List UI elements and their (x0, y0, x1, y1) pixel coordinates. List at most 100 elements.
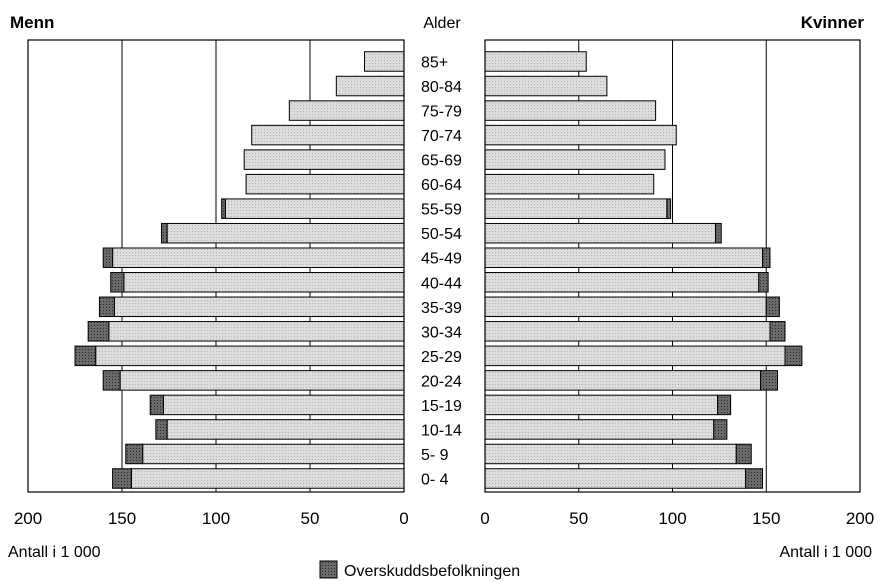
men-surplus-bar-20-24 (102, 370, 121, 391)
age-label-70-74: 70-74 (421, 128, 462, 145)
women-bar-85 (484, 51, 587, 72)
left-tick-label-50: 50 (301, 509, 320, 528)
age-label-5-9: 5- 9 (421, 447, 449, 464)
right-tick-label-200: 200 (846, 509, 874, 528)
left-tick-label-150: 150 (108, 509, 136, 528)
age-label-15-19: 15-19 (421, 398, 462, 415)
men-bar-5-9 (142, 443, 405, 465)
legend-label: Overskuddsbefolkningen (344, 563, 520, 580)
age-label-0-4: 0- 4 (421, 472, 449, 489)
legend-swatch (319, 560, 338, 579)
age-label-20-24: 20-24 (421, 373, 462, 390)
age-label-55-59: 55-59 (421, 202, 462, 219)
right-plot-frame (484, 39, 861, 493)
legend: Overskuddsbefolkningen (319, 560, 520, 580)
right-tick-label-150: 150 (752, 509, 780, 528)
right-axis-label: Antall i 1 000 (779, 544, 872, 561)
men-bars (74, 51, 405, 489)
women-bar-65-69 (484, 149, 666, 170)
men-bar-15-19 (162, 394, 405, 416)
men-bar-20-24 (119, 370, 405, 391)
women-surplus-bar-30-34 (769, 321, 786, 342)
left-tick-label-200: 200 (14, 509, 42, 528)
men-bar-10-14 (166, 419, 405, 440)
men-bar-45-49 (112, 247, 405, 268)
women-surplus-bar-15-19 (717, 394, 732, 416)
age-label-65-69: 65-69 (421, 153, 462, 170)
men-surplus-bar-10-14 (155, 419, 168, 440)
age-label-10-14: 10-14 (421, 422, 462, 439)
age-label-80-84: 80-84 (421, 79, 462, 96)
women-bar-40-44 (484, 272, 760, 293)
men-surplus-bar-15-19 (149, 394, 164, 416)
age-label-25-29: 25-29 (421, 349, 462, 366)
women-surplus-bar-10-14 (713, 419, 728, 440)
age-label-85: 85+ (421, 55, 448, 72)
women-bar-55-59 (484, 198, 668, 219)
women-bar-35-39 (484, 296, 767, 318)
men-bar-55-59 (224, 198, 405, 219)
men-surplus-bar-55-59 (221, 198, 226, 219)
men-surplus-bar-0-4 (112, 468, 132, 489)
women-surplus-bar-45-49 (762, 247, 771, 268)
left-panel-title: Menn (10, 13, 54, 32)
women-surplus-bar-55-59 (666, 198, 672, 219)
men-bar-70-74 (251, 124, 405, 146)
women-surplus-bar-25-29 (784, 345, 803, 367)
men-bar-75-79 (288, 100, 405, 121)
women-bar-25-29 (484, 345, 786, 367)
men-surplus-bar-25-29 (74, 345, 97, 367)
left-plot-frame (27, 39, 405, 493)
women-bar-20-24 (484, 370, 762, 391)
women-bar-0-4 (484, 468, 747, 489)
men-surplus-bar-5-9 (125, 443, 144, 465)
women-bars (484, 51, 803, 489)
women-bar-80-84 (484, 75, 608, 97)
age-label-40-44: 40-44 (421, 275, 462, 292)
age-label-45-49: 45-49 (421, 251, 462, 268)
right-tick-label-100: 100 (658, 509, 686, 528)
men-bar-30-34 (108, 321, 405, 342)
women-surplus-bar-5-9 (735, 443, 752, 465)
men-bar-35-39 (113, 296, 405, 318)
right-axis-ticks: 0 50 100 150 200 (480, 509, 874, 528)
age-label-75-79: 75-79 (421, 104, 462, 121)
men-bar-80-84 (335, 75, 405, 97)
women-surplus-bar-50-54 (715, 222, 722, 244)
men-bar-65-69 (243, 149, 405, 170)
women-bar-10-14 (484, 419, 715, 440)
men-bar-50-54 (166, 222, 405, 244)
men-bar-40-44 (123, 272, 405, 293)
age-group-labels: 85+ 80-84 75-79 70-74 65-69 60-64 55-59 50-54 45… (421, 55, 462, 489)
men-surplus-bar-40-44 (110, 272, 125, 293)
left-axis-label: Antall i 1 000 (8, 544, 101, 561)
men-bar-60-64 (245, 173, 405, 195)
left-axis-ticks: 200 150 100 50 0 (14, 509, 409, 528)
women-bar-30-34 (484, 321, 771, 342)
age-label-35-39: 35-39 (421, 300, 462, 317)
men-bar-85 (364, 51, 405, 72)
men-surplus-bar-35-39 (98, 296, 115, 318)
women-surplus-bar-40-44 (758, 272, 769, 293)
men-surplus-bar-50-54 (160, 222, 168, 244)
women-bar-50-54 (484, 222, 717, 244)
age-label-60-64: 60-64 (421, 177, 462, 194)
men-bar-0-4 (130, 468, 405, 489)
women-bar-60-64 (484, 173, 655, 195)
women-bar-70-74 (484, 124, 677, 146)
men-surplus-bar-30-34 (87, 321, 110, 342)
left-tick-label-0: 0 (399, 509, 408, 528)
right-panel-title: Kvinner (801, 13, 865, 32)
age-label-30-34: 30-34 (421, 324, 462, 341)
right-tick-label-0: 0 (480, 509, 489, 528)
age-axis-title: Alder (423, 15, 461, 32)
left-tick-label-100: 100 (202, 509, 230, 528)
women-surplus-bar-20-24 (760, 370, 778, 391)
women-surplus-bar-35-39 (765, 296, 780, 318)
women-bar-15-19 (484, 394, 718, 416)
right-tick-label-50: 50 (569, 509, 588, 528)
women-surplus-bar-0-4 (745, 468, 763, 489)
women-bar-45-49 (484, 247, 763, 268)
men-surplus-bar-45-49 (102, 247, 114, 268)
